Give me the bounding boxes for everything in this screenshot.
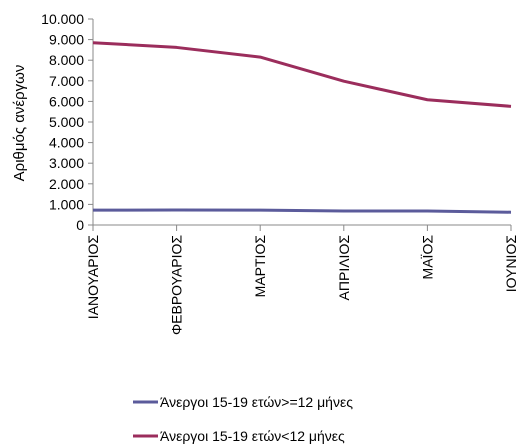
y-tick-label: 2.000 — [49, 176, 84, 192]
x-tick-label: ΙΟΥΝΙΟΣ — [503, 235, 519, 293]
series-line — [92, 41, 512, 108]
series-layer — [92, 41, 512, 214]
y-tick-label: 1.000 — [49, 196, 84, 212]
x-tick-label: ΜΑΡΤΙΟΣ — [252, 235, 268, 298]
y-tick-label: 6.000 — [49, 93, 84, 109]
y-tick-label: 9.000 — [49, 32, 84, 48]
legend-label: Άνεργοι 15-19 ετών>=12 μήνες — [160, 394, 353, 410]
x-tick-label: ΑΠΡΙΛΙΟΣ — [336, 235, 352, 301]
y-tick-label: 0 — [76, 217, 84, 233]
y-tick-label: 7.000 — [49, 73, 84, 89]
y-axis-label: Αριθμός ανέργων — [11, 65, 28, 182]
x-tick-label: ΦΕΒΡΟΥΑΡΙΟΣ — [169, 235, 185, 335]
y-tick-label: 8.000 — [49, 52, 84, 68]
legend: Άνεργοι 15-19 ετών>=12 μήνες Άνεργοι 15-1… — [133, 394, 353, 444]
x-tick-label: ΜΑΪΟΣ — [419, 235, 435, 280]
legend-label: Άνεργοι 15-19 ετών<12 μήνες — [160, 428, 345, 444]
x-axis: ΙΑΝΟΥΑΡΙΟΣ ΦΕΒΡΟΥΑΡΙΟΣ ΜΑΡΤΙΟΣ ΑΠΡΙΛΙΟΣ ΜΑΪΟ… — [85, 224, 519, 335]
x-tick-label: ΙΑΝΟΥΑΡΙΟΣ — [85, 235, 101, 320]
y-tick-label: 3.000 — [49, 155, 84, 171]
y-tick-label: 10.000 — [41, 11, 84, 27]
y-tick-label: 4.000 — [49, 135, 84, 151]
y-axis: 0 1.000 2.000 3.000 4.000 5.000 6.000 7.000 8.00… — [41, 11, 94, 233]
series-line — [92, 208, 512, 214]
y-tick-label: 5.000 — [49, 114, 84, 130]
